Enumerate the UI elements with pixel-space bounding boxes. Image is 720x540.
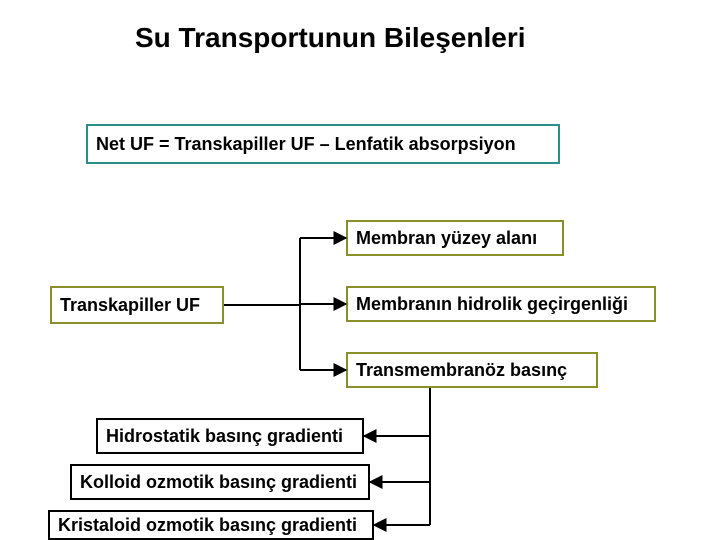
membran-yuzey-alani-box: Membran yüzey alanı (346, 220, 564, 256)
equation-box: Net UF = Transkapiller UF – Lenfatik abs… (86, 124, 560, 164)
connector-lines (0, 0, 720, 540)
kristaloid-gradient-box: Kristaloid ozmotik basınç gradienti (48, 510, 374, 540)
hidrolik-gecirgenlik-box: Membranın hidrolik geçirgenliği (346, 286, 656, 322)
diagram-stage: Su Transportunun Bileşenleri Net UF = Tr… (0, 0, 720, 540)
transkapiller-uf-box: Transkapiller UF (50, 286, 224, 324)
kolloid-gradient-box: Kolloid ozmotik basınç gradienti (70, 464, 370, 500)
page-title: Su Transportunun Bileşenleri (135, 22, 526, 54)
hidrostatik-gradient-box: Hidrostatik basınç gradienti (96, 418, 364, 454)
transmembranoz-basinc-box: Transmembranöz basınç (346, 352, 598, 388)
